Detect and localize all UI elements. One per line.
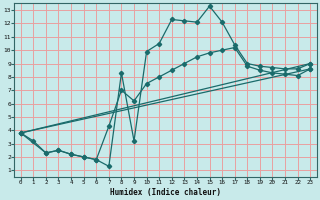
X-axis label: Humidex (Indice chaleur): Humidex (Indice chaleur) <box>110 188 221 197</box>
